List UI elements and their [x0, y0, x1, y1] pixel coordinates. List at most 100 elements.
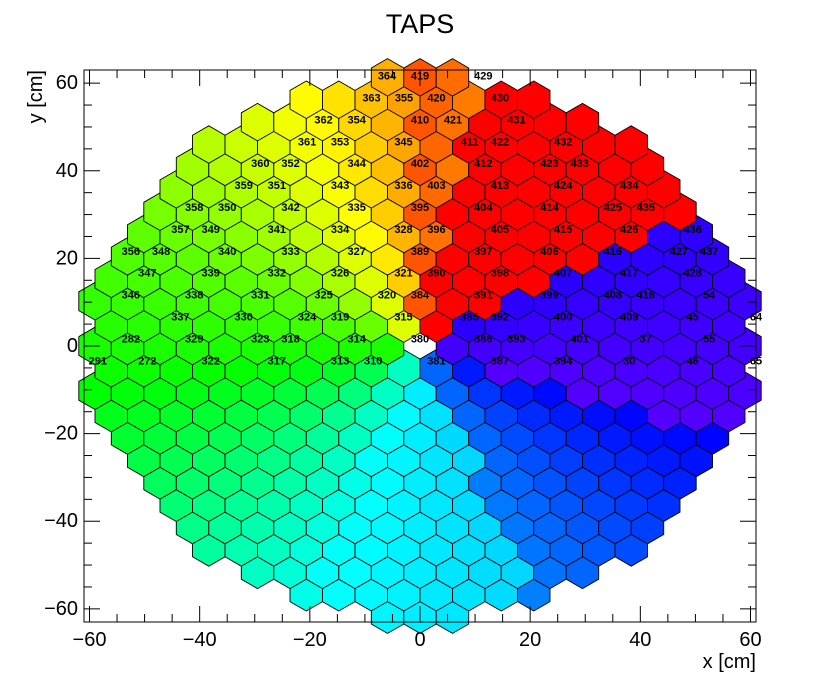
cell-id-label: 399	[540, 290, 558, 302]
x-tick-label: −60	[73, 629, 107, 651]
cell-id-label: 347	[138, 268, 156, 280]
cell-id-label: 423	[540, 158, 558, 170]
cell-id-label: 409	[620, 312, 638, 324]
hex-cell	[435, 58, 470, 97]
cell-id-label: 331	[251, 290, 269, 302]
cell-id-label: 30	[623, 355, 635, 367]
cell-id-label: 404	[474, 202, 493, 214]
cell-id-label: 430	[491, 93, 509, 105]
cell-id-label: 390	[427, 268, 445, 280]
cell-id-label: 432	[554, 136, 572, 148]
cell-id-label: 428	[684, 268, 702, 280]
y-tick-label: 60	[56, 72, 78, 94]
y-tick-label: 0	[67, 335, 78, 357]
cell-id-label: 352	[281, 158, 299, 170]
cell-id-label: 334	[331, 224, 350, 236]
cell-id-label: 407	[554, 268, 572, 280]
cell-id-label: 420	[427, 93, 445, 105]
y-axis-label: y [cm]	[25, 70, 47, 123]
cell-id-label: 427	[670, 246, 688, 258]
cell-id-label: 329	[185, 333, 203, 345]
cell-id-label: 314	[348, 333, 367, 345]
x-tick-label: 0	[414, 629, 425, 651]
cell-id-label: 348	[152, 246, 170, 258]
cell-id-label: 355	[395, 93, 413, 105]
cell-id-label: 424	[554, 180, 573, 192]
cell-id-label: 395	[411, 202, 429, 214]
cell-id-label: 400	[554, 312, 572, 324]
cell-id-label: 389	[411, 246, 429, 258]
cell-id-label: 437	[700, 246, 718, 258]
x-tick-label: 40	[629, 629, 651, 651]
cell-id-label: 431	[507, 114, 525, 126]
cell-id-label: 436	[684, 224, 702, 236]
cell-id-label: 363	[362, 93, 380, 105]
cell-id-label: 315	[394, 312, 412, 324]
cell-id-label: 413	[491, 180, 509, 192]
cell-id-label: 435	[637, 202, 655, 214]
cell-id-label: 339	[202, 268, 220, 280]
cell-id-label: 344	[348, 158, 367, 170]
cell-id-label: 410	[411, 114, 429, 126]
cell-id-label: 326	[331, 268, 349, 280]
cell-id-label: 412	[474, 158, 492, 170]
y-tick-label: 40	[56, 160, 78, 182]
cell-id-label: 425	[604, 202, 622, 214]
cell-id-label: 346	[122, 290, 140, 302]
cell-id-label: 362	[314, 114, 332, 126]
cell-id-label: 387	[491, 355, 509, 367]
cell-id-label: 433	[571, 158, 589, 170]
cell-id-label: 319	[331, 312, 349, 324]
cell-id-label: 282	[122, 333, 140, 345]
cell-id-label: 418	[637, 290, 655, 302]
cell-id-label: 343	[331, 180, 349, 192]
y-tick-label: −60	[44, 598, 78, 620]
x-tick-label: −20	[293, 629, 327, 651]
cell-id-label: 341	[268, 224, 286, 236]
cell-id-label: 403	[427, 180, 445, 192]
cell-id-label: 408	[604, 290, 622, 302]
cell-id-label: 360	[251, 158, 269, 170]
cell-id-label: 396	[427, 224, 445, 236]
cell-id-label: 429	[474, 71, 492, 83]
cell-id-label: 325	[314, 290, 332, 302]
y-tick-label: −40	[44, 510, 78, 532]
cell-id-label: 401	[571, 333, 589, 345]
cell-id-label: 55	[703, 333, 715, 345]
x-axis-label: x [cm]	[703, 651, 756, 673]
cell-id-label: 318	[281, 333, 299, 345]
cell-id-label: 417	[620, 268, 638, 280]
cell-id-label: 310	[364, 355, 382, 367]
cell-id-label: 45	[687, 312, 699, 324]
cell-id-label: 349	[202, 224, 220, 236]
cell-id-label: 353	[331, 136, 349, 148]
cell-id-label: 393	[507, 333, 525, 345]
cell-id-label: 54	[703, 290, 716, 302]
cell-id-label: 411	[461, 136, 479, 148]
cell-id-label: 291	[89, 355, 107, 367]
cell-id-label: 422	[491, 136, 509, 148]
cell-id-label: 415	[554, 224, 572, 236]
y-tick-label: −20	[44, 423, 78, 445]
cell-id-label: 359	[235, 180, 253, 192]
cell-id-label: 336	[394, 180, 412, 192]
cell-id-label: 327	[348, 246, 366, 258]
cell-id-label: 364	[378, 71, 397, 83]
cell-id-label: 416	[604, 246, 622, 258]
hex-cell	[565, 102, 600, 142]
chart-title: TAPS	[386, 9, 455, 39]
cell-id-label: 398	[491, 268, 509, 280]
cell-id-label: 406	[540, 246, 558, 258]
cell-id-label: 434	[620, 180, 639, 192]
cell-id-label: 330	[235, 312, 253, 324]
cell-id-label: 328	[394, 224, 412, 236]
cell-id-label: 321	[394, 268, 412, 280]
cell-id-label: 394	[554, 355, 573, 367]
x-tick-label: 20	[519, 629, 541, 651]
cell-id-label: 323	[251, 333, 269, 345]
cell-id-label: 414	[540, 202, 559, 214]
cell-id-label: 380	[411, 333, 429, 345]
hex-cell	[517, 80, 551, 120]
cell-id-label: 324	[298, 312, 317, 324]
